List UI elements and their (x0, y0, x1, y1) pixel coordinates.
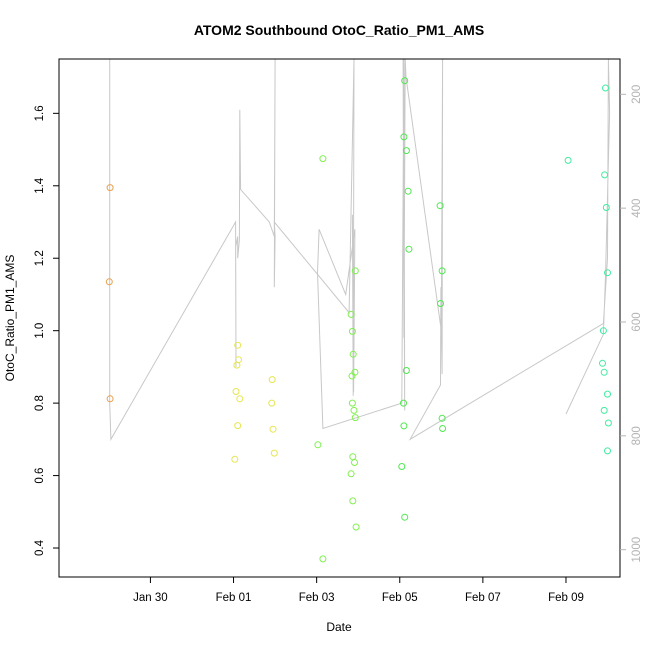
y-axis: 0.4 0.6 0.8 1.0 1.2 1.4 1.6 (34, 105, 59, 556)
data-point-group-2-8 (268, 399, 276, 407)
data-point-group-5-11 (604, 447, 611, 455)
trace-line (109, 59, 611, 442)
data-point-group-4-0 (401, 77, 409, 85)
data-point-group-3-3 (347, 310, 355, 318)
data-point-group-4-13 (438, 414, 446, 422)
data-point-group-3-4 (348, 327, 356, 335)
y-tick-label: 1.0 (34, 323, 46, 339)
data-point-group-5-7 (600, 368, 608, 376)
data-point-group-3-10 (350, 406, 358, 414)
data-point-group-3-2 (319, 555, 327, 563)
data-point-group-3-11 (351, 414, 359, 422)
data-point-group-5-10 (604, 419, 612, 427)
data-point-group-1-1 (105, 278, 113, 286)
data-point-group-4-4 (405, 245, 413, 253)
data-point-group-5-2 (601, 171, 609, 179)
y-tick-label: 0.4 (34, 539, 46, 556)
x-axis-label: Date (326, 620, 352, 634)
y-tick-label: 1.4 (34, 177, 46, 194)
data-point-group-5-3 (602, 204, 610, 211)
chart-title: ATOM2 Southbound OtoC_Ratio_PM1_AMS (194, 22, 484, 38)
x-axis: Jan 30 Feb 01 Feb 03 Feb 05 Feb 07 Feb 09 (133, 577, 584, 604)
data-point-group-5-6 (599, 359, 606, 367)
x-tick-label: Jan 30 (133, 592, 168, 604)
data-point-group-3-13 (351, 459, 358, 466)
data-point-group-5-9 (600, 406, 608, 414)
data-point-group-4-9 (401, 513, 409, 521)
y2-tick-label: 1000 (631, 537, 643, 563)
data-point-group-4-2 (402, 147, 410, 155)
plot-frame (58, 58, 621, 578)
data-point-group-5-4 (604, 269, 611, 277)
data-point-group-2-10 (270, 449, 278, 457)
y2-tick-label: 400 (631, 199, 643, 218)
data-point-group-4-8 (398, 463, 406, 470)
x-tick-label: Feb 03 (299, 592, 335, 604)
y2-tick-label: 800 (631, 426, 643, 445)
data-point-group-4-11 (438, 267, 446, 275)
x-tick-label: Feb 07 (465, 592, 501, 604)
data-point-group-3-14 (347, 470, 355, 478)
data-point-group-3-1 (314, 441, 322, 449)
data-point-group-2-6 (231, 455, 239, 463)
data-point-group-5-1 (602, 84, 609, 92)
data-point-group-3-0 (319, 155, 327, 163)
data-point-group-2-4 (236, 395, 244, 403)
data-point-group-5-8 (604, 390, 611, 398)
x-tick-label: Feb 09 (548, 592, 584, 604)
x-tick-label: Feb 01 (216, 592, 252, 604)
y-axis-label: OtoC_Ratio_PM1_AMS (3, 255, 17, 382)
data-point-group-3-9 (348, 399, 356, 407)
y-tick-label: 0.6 (34, 468, 46, 484)
data-point-group-4-12 (437, 300, 444, 307)
data-point-group-2-2 (233, 361, 241, 369)
data-point-group-4-14 (439, 425, 447, 432)
y-tick-label: 1.2 (34, 250, 46, 266)
data-point-group-4-7 (400, 422, 408, 430)
scatter-points-layer (105, 77, 612, 563)
y2-tick-label: 200 (631, 85, 643, 104)
data-point-group-2-0 (234, 341, 242, 349)
secondary-y-axis: 200 400 600 800 1000 (620, 85, 643, 563)
data-point-group-4-3 (404, 187, 412, 195)
data-point-group-3-8 (351, 368, 359, 376)
data-point-group-5-5 (599, 327, 607, 335)
data-point-group-2-3 (232, 388, 240, 395)
data-point-group-5-0 (564, 156, 572, 164)
trace-line-layer (109, 59, 611, 442)
x-tick-label: Feb 05 (382, 592, 418, 604)
data-point-group-3-5 (351, 267, 359, 275)
data-point-group-2-5 (234, 422, 242, 430)
y-tick-label: 0.8 (34, 395, 46, 411)
data-point-group-4-1 (400, 133, 408, 141)
data-point-group-3-12 (349, 453, 357, 461)
data-point-group-4-10 (436, 202, 444, 210)
data-point-group-3-6 (349, 350, 357, 358)
data-point-group-1-2 (106, 395, 114, 403)
data-point-group-3-16 (352, 523, 360, 531)
data-point-group-3-15 (349, 497, 357, 505)
y2-tick-label: 600 (631, 312, 643, 331)
data-point-group-1-0 (106, 184, 114, 192)
y-tick-label: 1.6 (34, 105, 46, 121)
data-point-group-2-7 (268, 376, 276, 384)
data-point-group-4-6 (400, 399, 407, 407)
data-point-group-2-9 (269, 425, 277, 433)
data-point-group-4-5 (402, 367, 410, 374)
